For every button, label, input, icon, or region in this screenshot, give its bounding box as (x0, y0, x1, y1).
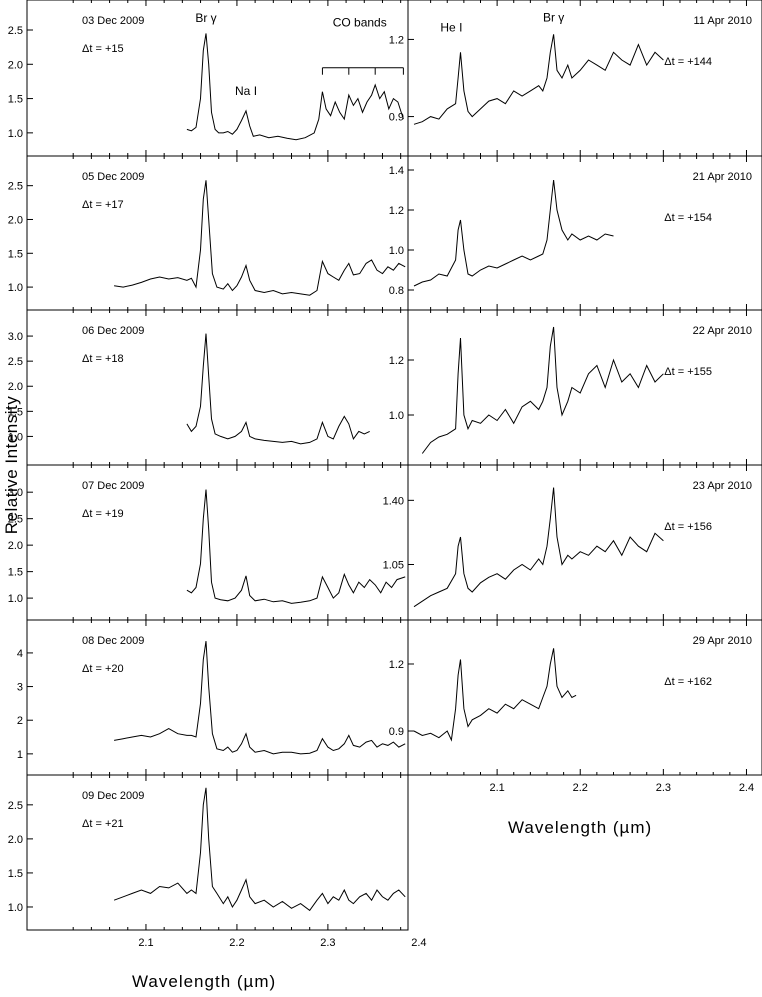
x-tick-label: 2.4 (411, 937, 426, 949)
panel-delta-t: Δt = +144 (664, 56, 712, 68)
panel-delta-t: Δt = +20 (82, 663, 124, 675)
panel-delta-t: Δt = +155 (664, 366, 712, 378)
y-tick-label: 1.5 (8, 868, 23, 880)
panel-delta-t: Δt = +162 (664, 676, 712, 688)
y-tick-label: 3.0 (8, 487, 23, 499)
spectrum-line (413, 34, 664, 125)
y-tick-label: 1.0 (389, 410, 404, 422)
y-tick-label: 2.5 (8, 514, 23, 526)
panel-date: 08 Dec 2009 (82, 635, 144, 647)
x-tick-label: 2.4 (739, 782, 754, 794)
y-tick-label: 1.0 (8, 902, 23, 914)
y-tick-label: 1.2 (389, 205, 404, 217)
y-tick-label: 2.5 (8, 181, 23, 193)
y-tick-label: 1.4 (389, 165, 404, 177)
line-annotation: Na I (235, 84, 257, 98)
x-axis-label-right: Wavelength (µm) (508, 818, 653, 837)
y-tick-label: 2.0 (8, 214, 23, 226)
y-tick-label: 3 (17, 682, 23, 694)
y-axis-label: Relative Intensity (2, 395, 21, 535)
x-axis-label-left: Wavelength (µm) (132, 972, 277, 991)
x-tick-label: 2.2 (573, 782, 588, 794)
spectrum-line (113, 787, 406, 912)
panel-delta-t: Δt = +15 (82, 43, 124, 55)
spectrum-line (413, 179, 614, 287)
y-tick-label: 2 (17, 715, 23, 727)
spectrum-line (413, 487, 664, 608)
spectrum-line (186, 33, 404, 141)
y-tick-label: 1.0 (8, 593, 23, 605)
panel-date: 22 Apr 2010 (693, 325, 752, 337)
y-tick-label: 1.5 (8, 406, 23, 418)
spectrum-line (421, 326, 664, 454)
spectrum-line (186, 489, 406, 604)
y-tick-label: 1.0 (8, 431, 23, 443)
y-tick-label: 4 (17, 648, 23, 660)
panel-date: 23 Apr 2010 (693, 480, 752, 492)
x-tick-label: 2.1 (138, 937, 153, 949)
panel-date: 09 Dec 2009 (82, 790, 144, 802)
y-tick-label: 2.0 (8, 59, 23, 71)
y-tick-label: 2.5 (8, 356, 23, 368)
line-annotation: CO bands (333, 16, 387, 30)
panel-date: 05 Dec 2009 (82, 171, 144, 183)
panel-frame (26, 774, 409, 931)
y-tick-label: 2.0 (8, 834, 23, 846)
y-tick-label: 0.9 (389, 112, 404, 124)
y-tick-label: 2.0 (8, 381, 23, 393)
panel-date: 29 Apr 2010 (693, 635, 752, 647)
panel-delta-t: Δt = +17 (82, 199, 124, 211)
y-tick-label: 1.5 (8, 567, 23, 579)
panel-date: 11 Apr 2010 (693, 15, 752, 27)
spectrum-line (114, 641, 406, 755)
y-tick-label: 1.5 (8, 94, 23, 106)
y-tick-label: 2.5 (8, 800, 23, 812)
line-annotation: Br γ (543, 10, 564, 24)
panel-date: 21 Apr 2010 (693, 171, 752, 183)
spectrum-line (413, 648, 577, 742)
y-tick-label: 1.40 (383, 495, 404, 507)
panel-delta-t: Δt = +21 (82, 818, 124, 830)
y-tick-label: 0.9 (389, 726, 404, 738)
line-annotation: Br γ (195, 11, 216, 25)
y-tick-label: 1.0 (8, 282, 23, 294)
y-tick-label: 1.0 (8, 128, 23, 140)
panel-delta-t: Δt = +18 (82, 353, 124, 365)
y-tick-label: 0.8 (389, 285, 404, 297)
y-tick-label: 2.5 (8, 25, 23, 37)
y-tick-label: 3.0 (8, 331, 23, 343)
panel-delta-t: Δt = +156 (664, 521, 712, 533)
x-tick-label: 2.2 (229, 937, 244, 949)
spectrum-line (186, 333, 370, 445)
panel-date: 03 Dec 2009 (82, 15, 144, 27)
spectrum-line (114, 180, 406, 296)
panel-delta-t: Δt = +154 (664, 212, 712, 224)
y-tick-label: 1 (17, 749, 23, 761)
y-tick-label: 1.2 (389, 355, 404, 367)
x-tick-label: 2.3 (320, 937, 335, 949)
x-tick-label: 2.1 (489, 782, 504, 794)
y-tick-label: 1.2 (389, 659, 404, 671)
panel-date: 06 Dec 2009 (82, 325, 144, 337)
y-tick-label: 1.05 (383, 560, 404, 572)
y-tick-label: 1.0 (389, 245, 404, 257)
y-tick-label: 1.2 (389, 34, 404, 46)
x-tick-label: 2.3 (656, 782, 671, 794)
y-tick-label: 1.5 (8, 248, 23, 260)
y-tick-label: 2.0 (8, 540, 23, 552)
line-annotation: He I (440, 21, 462, 35)
panel-frame (407, 619, 762, 776)
panel-date: 07 Dec 2009 (82, 480, 144, 492)
panel-delta-t: Δt = +19 (82, 508, 124, 520)
